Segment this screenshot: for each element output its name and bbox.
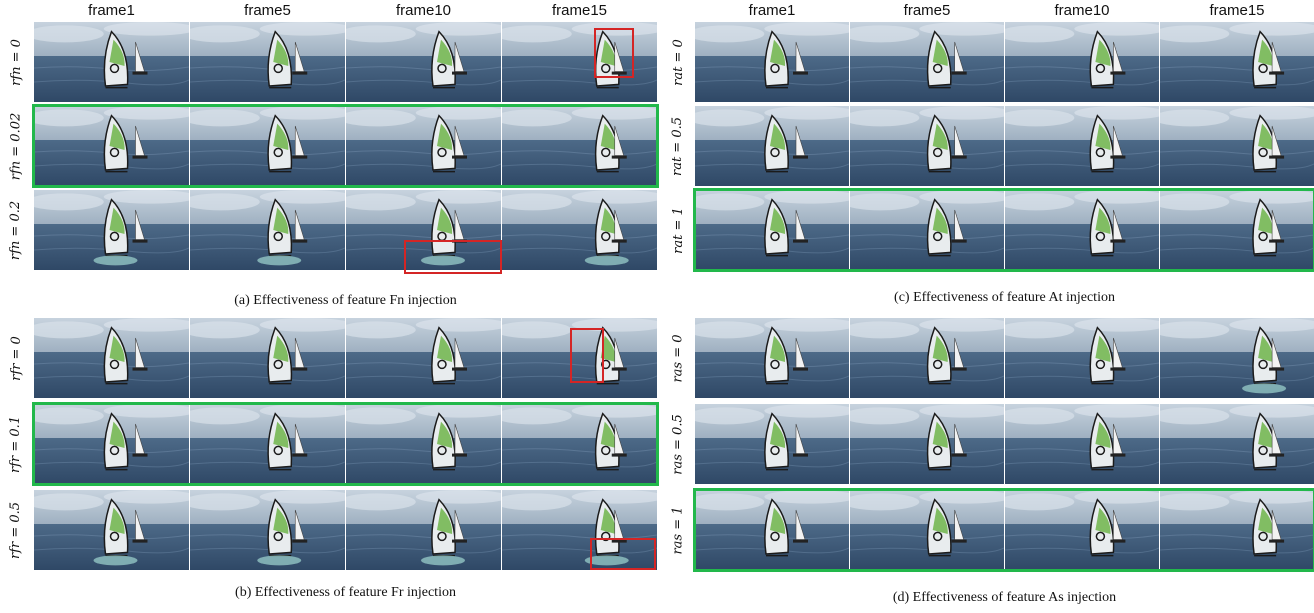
frame-image (34, 190, 189, 270)
frame-image (695, 190, 849, 270)
frame-image (502, 190, 657, 270)
frame-image (346, 190, 501, 270)
row-label: ras = 0.5 (666, 404, 690, 484)
row-label: rfr = 0.1 (4, 404, 28, 484)
frame-image (346, 404, 501, 484)
frame-image (1005, 22, 1159, 102)
panel-caption: (a) Effectiveness of feature Fn injectio… (234, 293, 457, 308)
frame-image (850, 490, 1004, 570)
frame-image (850, 404, 1004, 484)
frame-image (502, 22, 657, 102)
row-label-text: ras = 1 (670, 505, 686, 555)
row-label: ras = 1 (666, 490, 690, 570)
frame-image (1160, 318, 1314, 398)
frame-image (190, 490, 345, 570)
frame-header: frame1 (748, 2, 796, 19)
panel-caption: (c) Effectiveness of feature At injectio… (894, 290, 1115, 305)
row-label-text: rat = 1 (670, 206, 686, 254)
frame-image (1160, 404, 1314, 484)
frame-image (190, 106, 345, 186)
frame-image (346, 318, 501, 398)
frame-image (1160, 190, 1314, 270)
frame-image (34, 490, 189, 570)
frame-image (1160, 490, 1314, 570)
frame-header: frame15 (551, 2, 608, 19)
frame-header: frame1 (88, 2, 135, 19)
panel-caption: (b) Effectiveness of feature Fr injectio… (235, 585, 456, 600)
row-label-text: rfr = 0 (8, 335, 24, 381)
row-label-text: rfr = 0.5 (8, 501, 24, 559)
frame-image (346, 106, 501, 186)
frame-image (346, 22, 501, 102)
row-label: rat = 1 (666, 190, 690, 270)
row-label-text: rat = 0 (670, 38, 686, 86)
row-label: rfr = 0 (4, 318, 28, 398)
frame-image (34, 22, 189, 102)
row-label-text: rat = 0.5 (670, 116, 686, 176)
frame-image (695, 404, 849, 484)
row-label-text: rfn = 0.2 (8, 200, 24, 260)
row-label: rat = 0.5 (666, 106, 690, 186)
frame-image (190, 22, 345, 102)
frame-header: frame15 (1209, 2, 1265, 19)
frame-image (850, 318, 1004, 398)
frame-image (695, 106, 849, 186)
frame-image (190, 318, 345, 398)
frame-image (695, 318, 849, 398)
frame-header: frame5 (903, 2, 951, 19)
frame-image (850, 106, 1004, 186)
frame-image (34, 404, 189, 484)
row-label: rat = 0 (666, 22, 690, 102)
frame-header: frame5 (244, 2, 291, 19)
frame-image (1005, 490, 1159, 570)
panel-caption: (d) Effectiveness of feature As injectio… (892, 590, 1117, 605)
frame-image (502, 318, 657, 398)
frame-image (502, 404, 657, 484)
frame-image (1160, 22, 1314, 102)
frame-image (190, 190, 345, 270)
frame-image (850, 190, 1004, 270)
row-label-text: rfr = 0.1 (8, 415, 24, 473)
frame-image (190, 404, 345, 484)
frame-header: frame10 (1054, 2, 1110, 19)
row-label-text: ras = 0 (670, 333, 686, 383)
row-label: rfr = 0.5 (4, 490, 28, 570)
row-label: rfn = 0 (4, 22, 28, 102)
frame-image (1160, 106, 1314, 186)
row-label-text: ras = 0.5 (670, 413, 686, 475)
frame-image (1005, 318, 1159, 398)
frame-image (850, 22, 1004, 102)
frame-image (502, 106, 657, 186)
frame-image (1005, 106, 1159, 186)
frame-image (34, 318, 189, 398)
row-label: ras = 0 (666, 318, 690, 398)
row-label: rfn = 0.2 (4, 190, 28, 270)
frame-image (1005, 404, 1159, 484)
row-label: rfn = 0.02 (4, 106, 28, 186)
frame-image (346, 490, 501, 570)
frame-image (695, 22, 849, 102)
frame-image (1005, 190, 1159, 270)
row-label-text: rfn = 0 (8, 38, 24, 86)
frame-header: frame10 (395, 2, 452, 19)
row-label-text: rfn = 0.02 (8, 112, 24, 180)
frame-image (502, 490, 657, 570)
frame-image (695, 490, 849, 570)
frame-image (34, 106, 189, 186)
